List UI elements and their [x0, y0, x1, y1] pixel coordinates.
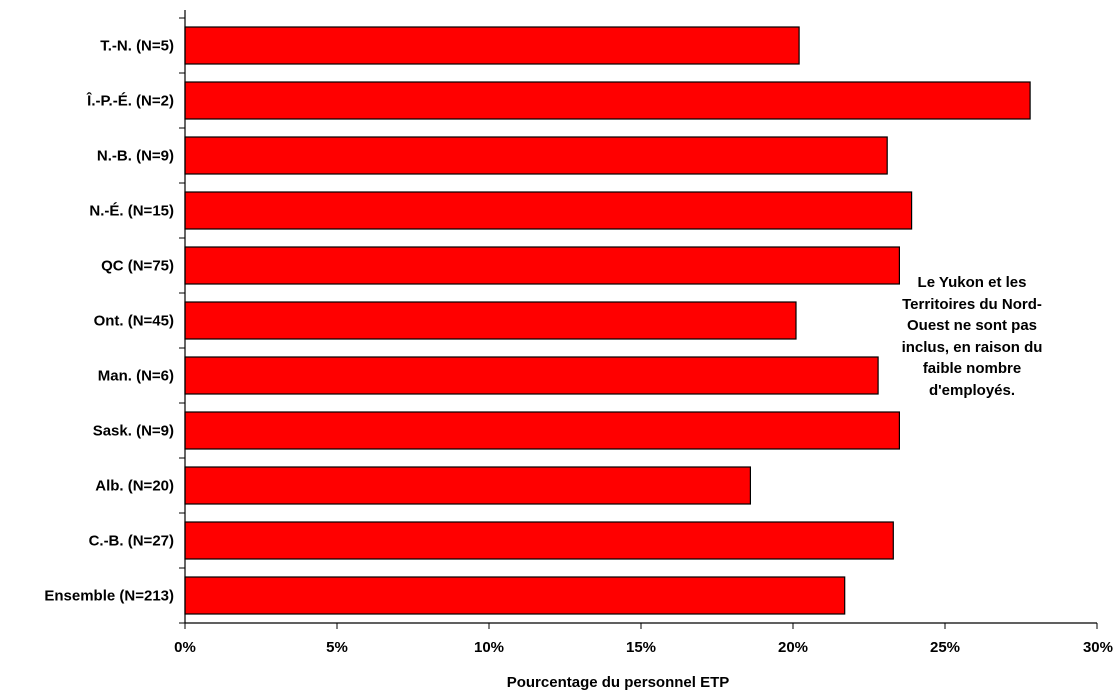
y-tick-label: Ensemble (N=213)	[44, 588, 174, 605]
x-tick-label: 0%	[174, 639, 196, 656]
bar	[184, 301, 797, 340]
bar	[184, 81, 1031, 120]
y-tick-label: T.-N. (N=5)	[100, 38, 174, 55]
y-tick-label: Man. (N=6)	[98, 368, 174, 385]
y-tick-label: QC (N=75)	[101, 258, 174, 275]
x-tick-label: 20%	[778, 639, 808, 656]
x-tick-label: 5%	[326, 639, 348, 656]
x-tick-label: 30%	[1083, 639, 1113, 656]
tick-labels: T.-N. (N=5) Î.-P.-É. (N=2) N.-B. (N=9) N.-É…	[44, 38, 1113, 657]
bar	[184, 26, 800, 65]
y-tick-label: Alb. (N=20)	[95, 478, 174, 495]
y-tick-label: N.-B. (N=9)	[97, 148, 174, 165]
x-axis-title: Pourcentage du personnel ETP	[507, 674, 730, 691]
bar	[184, 521, 894, 560]
bar	[184, 576, 846, 615]
x-tick-label: 10%	[474, 639, 504, 656]
bar	[184, 136, 888, 175]
bar	[184, 411, 901, 450]
y-tick-label: Sask. (N=9)	[93, 423, 174, 440]
axes	[179, 10, 1098, 629]
bar	[184, 466, 752, 505]
y-tick-label: Ont. (N=45)	[94, 313, 174, 330]
bar	[184, 246, 901, 285]
x-tick-label: 15%	[626, 639, 656, 656]
bars	[184, 26, 1031, 615]
y-tick-label: Î.-P.-É. (N=2)	[86, 92, 174, 110]
chart-annotation: Le Yukon et les Territoires du Nord- Oue…	[901, 274, 1043, 399]
bar	[184, 356, 879, 395]
y-tick-label: C.-B. (N=27)	[89, 533, 174, 550]
x-tick-label: 25%	[930, 639, 960, 656]
y-tick-label: N.-É. (N=15)	[89, 203, 174, 220]
bar	[184, 191, 913, 230]
